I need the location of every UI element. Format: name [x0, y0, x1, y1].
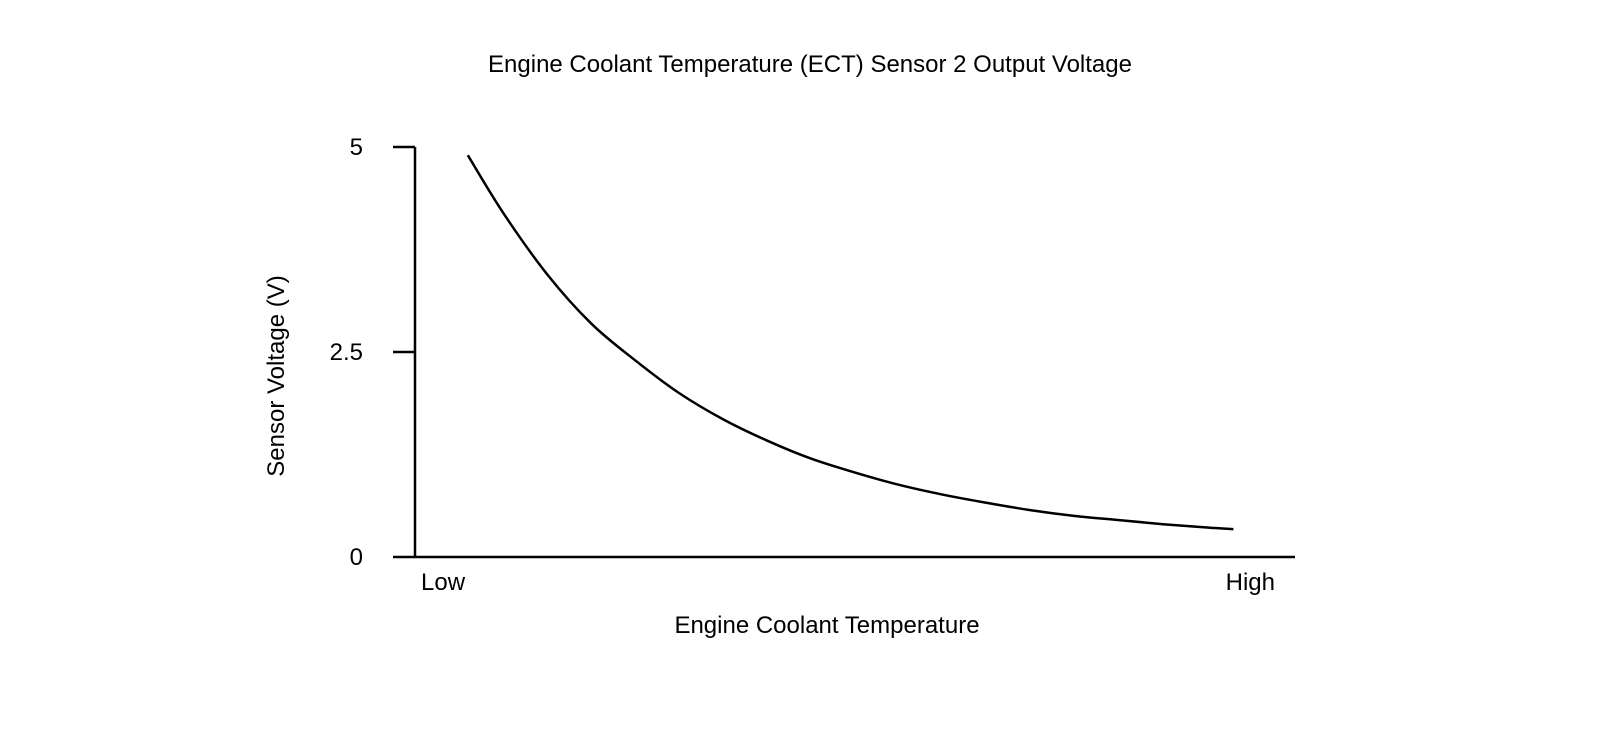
y-tick-label: 0: [350, 544, 363, 571]
y-tick-label: 5: [350, 134, 363, 161]
x-axis-label: Engine Coolant Temperature: [674, 612, 979, 639]
x-tick-label: High: [1226, 569, 1275, 596]
series-line: [466, 154, 1234, 531]
x-tick-labels: Low High: [421, 569, 1275, 596]
y-ticks: 02.55: [330, 134, 415, 571]
y-axis-label: Sensor Voltage (V): [263, 275, 290, 476]
y-tick-label: 2.5: [330, 339, 363, 366]
chart-title: Engine Coolant Temperature (ECT) Sensor …: [488, 51, 1132, 78]
x-tick-label: Low: [421, 569, 466, 596]
